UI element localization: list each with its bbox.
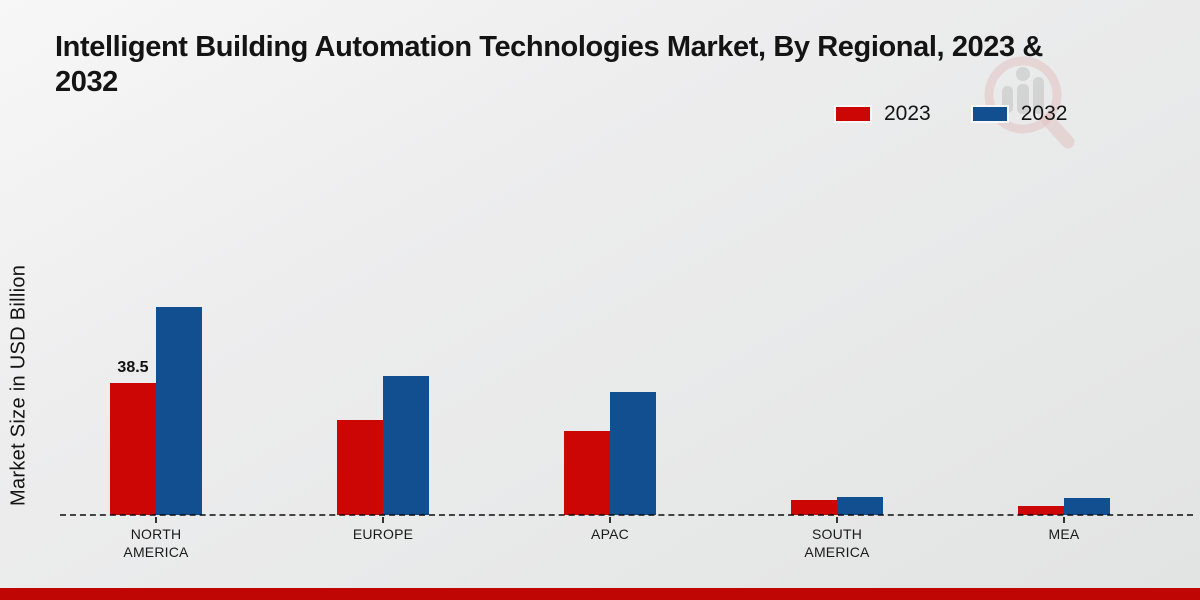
bar-group-europe: [337, 376, 429, 515]
bar-group-south-america: [791, 497, 883, 515]
bar-2023-mea: [1018, 506, 1064, 515]
bar-2032-north-america: [156, 307, 202, 515]
legend-label-2023: 2023: [884, 102, 931, 125]
x-axis-tick: [836, 517, 838, 523]
legend-label-2032: 2032: [1020, 102, 1068, 125]
x-axis-label-mea: MEA: [1048, 526, 1080, 542]
bar-2023-europe: [337, 420, 383, 515]
bar-group-north-america: 38.5: [110, 307, 202, 515]
chart-title: Intelligent Building Automation Technolo…: [55, 30, 1135, 100]
bar-value-label: 38.5: [117, 359, 149, 376]
x-axis-tick: [1063, 517, 1065, 523]
chart-title-line1: Intelligent Building Automation Technolo…: [55, 31, 1043, 63]
bar-group-apac: [564, 392, 656, 515]
legend-item-2023: 2023: [834, 102, 931, 126]
x-axis-label-south-america: SOUTH AMERICA: [804, 526, 870, 561]
chart-title-line2: 2032: [55, 65, 118, 98]
bar-2032-mea: [1064, 498, 1110, 515]
bar-2023-north-america: 38.5: [110, 359, 156, 515]
x-axis-tick: [155, 517, 157, 523]
x-axis-tick: [609, 517, 611, 523]
bar-group-mea: [1018, 498, 1110, 515]
x-axis-label-north-america: NORTH AMERICA: [123, 526, 189, 561]
bar-2032-apac: [610, 392, 656, 515]
legend-item-2032: 2032: [970, 102, 1068, 126]
x-axis-baseline: [60, 514, 1193, 516]
x-axis-label-europe: EUROPE: [352, 526, 414, 542]
legend-swatch-2032: [970, 105, 1009, 123]
company-logo-watermark-icon: [984, 56, 1075, 149]
x-axis-tick: [382, 517, 384, 523]
footer-accent-bar: [0, 588, 1200, 600]
bar-2023-apac: [564, 431, 610, 515]
legend-swatch-2023: [834, 105, 872, 123]
bar-2032-south-america: [837, 497, 883, 515]
legend: 2023 2032: [834, 102, 1068, 126]
bar-2032-europe: [383, 376, 429, 515]
bar-2023-south-america: [791, 500, 837, 515]
x-axis-label-apac: APAC: [591, 526, 629, 542]
